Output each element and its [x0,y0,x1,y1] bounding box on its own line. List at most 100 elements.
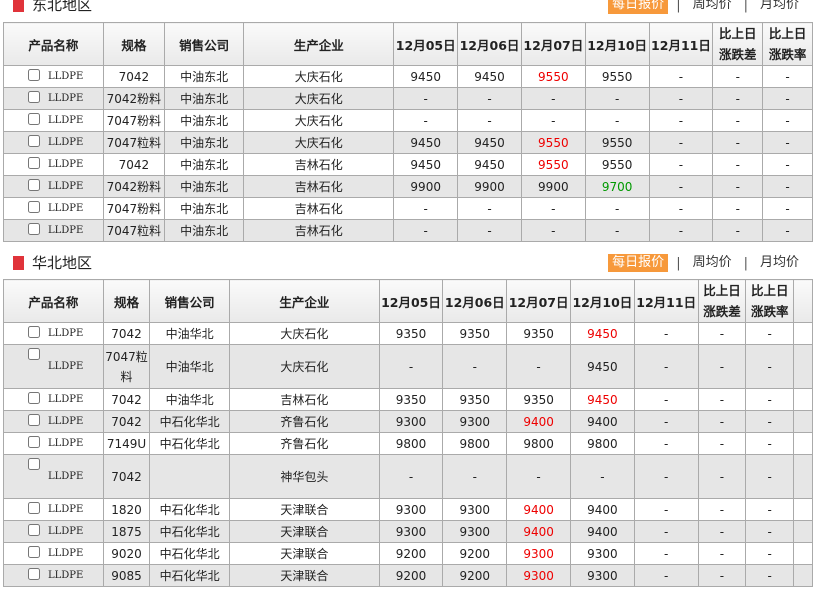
price-cell: - [442,344,508,389]
price-cell: 9300 [506,542,571,565]
row-checkbox[interactable] [28,201,40,213]
price-cell: - [633,564,699,587]
row-checkbox[interactable] [28,546,40,558]
row-checkbox[interactable] [28,179,40,191]
product-name: LLDPE [48,93,84,104]
header-change: 比上日涨跌差 [697,279,747,323]
product-name-cell: LLDPE [3,219,104,242]
producer-cell: 天津联合 [229,498,380,521]
price-cell: - [457,197,522,220]
header-date: 12月07日 [520,22,586,66]
product-name: LLDPE [48,548,84,559]
extra-cell [793,454,813,499]
extra-cell [793,432,813,455]
spec-cell: 7042 [102,388,151,411]
price-cell: 9300 [378,520,444,543]
producer-cell: 吉林石化 [243,197,395,220]
table-row: LLDPE 7042 神华包头 - - - - - - - [3,454,813,499]
change-cell: - [712,219,764,242]
price-cell: - [584,197,650,220]
price-cell: - [520,197,586,220]
price-cell: - [648,219,714,242]
change-cell: - [697,344,747,389]
product-name-cell: LLDPE [3,344,104,389]
product-name: LLDPE [48,225,84,236]
tab-daily[interactable]: 每日报价 [608,0,669,14]
tab-monthly[interactable]: 月均价 [759,0,799,12]
spec-cell: 1875 [102,520,151,543]
price-cell: 9550 [584,131,650,154]
price-cell: 9300 [442,410,508,433]
spec-cell: 7042 [102,65,166,88]
price-cell: - [633,542,699,565]
tab-weekly[interactable]: 周均价 [692,255,732,270]
price-cell: - [378,454,444,499]
tab-monthly[interactable]: 月均价 [759,255,799,270]
section-header-northeast: 东北地区 每日报价 | 周均价 | 月均价 [0,0,813,15]
row-checkbox[interactable] [28,524,40,536]
spec-cell: 7047粒料 [102,131,166,154]
producer-cell: 大庆石化 [229,322,380,345]
price-cell: 9900 [393,175,459,198]
change-rate-cell: - [745,432,795,455]
row-checkbox[interactable] [28,392,40,404]
price-cell: - [648,109,714,132]
product-name-cell: LLDPE [3,87,104,110]
change-rate-cell: - [762,219,813,242]
producer-cell: 齐鲁石化 [229,432,380,455]
product-name: LLDPE [48,361,84,372]
row-checkbox[interactable] [28,113,40,125]
row-checkbox[interactable] [28,348,40,360]
change-rate-cell: - [745,388,795,411]
spec-cell: 9085 [102,564,151,587]
tab-daily[interactable]: 每日报价 [608,254,669,272]
extra-cell [793,410,813,433]
product-name-cell: LLDPE [3,197,104,220]
price-cell: - [393,219,459,242]
row-checkbox[interactable] [28,414,40,426]
spec-cell: 7042 [102,410,151,433]
price-cell: - [633,344,699,389]
product-name: LLDPE [48,471,84,482]
row-checkbox[interactable] [28,157,40,169]
change-cell: - [697,564,747,587]
price-cell: - [584,87,650,110]
price-cell: 9700 [584,175,650,198]
price-cell: - [648,153,714,176]
product-name-cell: LLDPE [3,388,104,411]
table-row: LLDPE 9020 中石化华北 天津联合 9200 9200 9300 9300- - - [3,542,813,565]
table-row: LLDPE 1875 中石化华北 天津联合 9300 9300 9400 9400- - - [3,520,813,543]
company-cell: 中油东北 [164,65,245,88]
company-cell: 中油东北 [164,109,245,132]
row-checkbox[interactable] [28,436,40,448]
row-checkbox[interactable] [28,326,40,338]
price-cell: - [648,65,714,88]
product-name: LLDPE [48,137,84,148]
row-checkbox[interactable] [28,69,40,81]
row-checkbox[interactable] [28,502,40,514]
row-checkbox[interactable] [28,91,40,103]
price-cell: 9200 [378,542,444,565]
header-company: 销售公司 [149,279,231,323]
change-rate-cell: - [762,109,813,132]
price-table-north: 产品名称 规格 销售公司 生产企业 12月05日 12月06日 12月07日 12月10日 12… [3,279,813,587]
company-cell: 中油东北 [164,153,245,176]
row-checkbox[interactable] [28,135,40,147]
header-extra [793,279,813,323]
price-cell: 9200 [442,564,508,587]
header-date: 12月11日 [648,22,714,66]
row-checkbox[interactable] [28,223,40,235]
header-date: 12月10日 [569,279,635,323]
change-cell: - [697,432,747,455]
product-name: LLDPE [48,526,84,537]
spec-cell: 1820 [102,498,151,521]
row-checkbox[interactable] [28,458,40,470]
header-product-name: 产品名称 [3,22,104,66]
row-checkbox[interactable] [28,568,40,580]
tab-weekly[interactable]: 周均价 [692,0,732,12]
price-cell: - [569,454,635,499]
spec-cell: 7047粒料 [102,344,151,389]
change-rate-cell: - [745,498,795,521]
product-name-cell: LLDPE [3,454,104,499]
price-cell: 9400 [506,498,571,521]
